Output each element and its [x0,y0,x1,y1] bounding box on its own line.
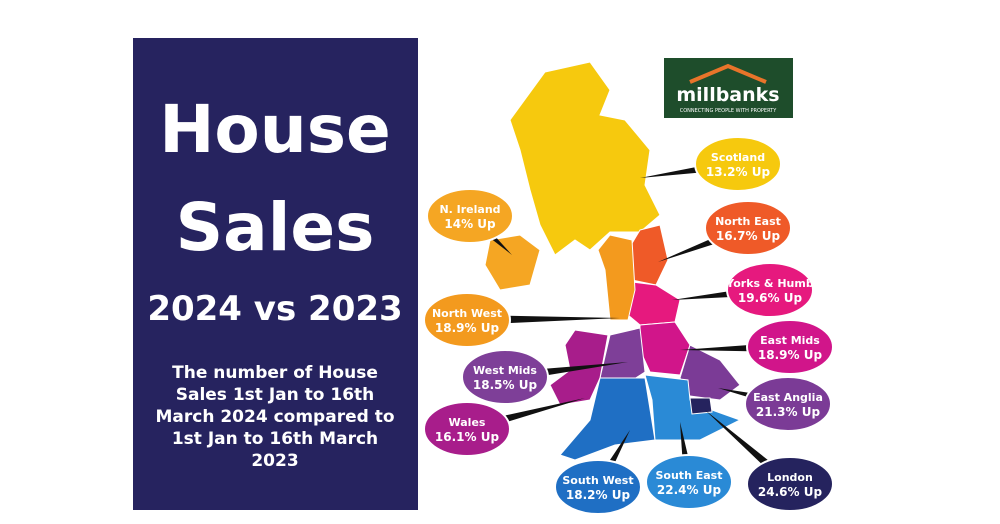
region-shape [627,281,681,326]
region-change: 18.5% Up [473,378,538,392]
region-change: 13.2% Up [706,165,771,179]
title-line: House [159,91,391,168]
region-change: 18.2% Up [566,488,631,502]
description-line: 1st Jan to 16th March [172,429,378,449]
label-bubble [426,188,514,244]
label-bubble [554,459,642,515]
region-shape [689,397,713,415]
description-line: March 2024 compared to [155,407,394,427]
logo-tagline: CONNECTING PEOPLE WITH PROPERTY [680,108,778,114]
label-bubble [423,292,511,348]
label-bubble [694,136,782,192]
region-shape [509,61,661,256]
region-change: 18.9% Up [435,321,500,335]
region-change: 14% Up [444,217,496,231]
region-name: Wales [449,416,486,429]
region-name: South West [562,474,633,487]
region-name: Yorks & Humb [725,277,814,290]
label-bubble [726,262,814,318]
title-panel [133,38,418,510]
region-shape [484,234,541,291]
region-name: North East [715,215,781,228]
description-line: The number of House [172,363,378,383]
logo-roof [689,63,767,84]
region-change: 21.3% Up [756,405,821,419]
region-change: 16.7% Up [716,229,781,243]
label-bubble [744,376,832,432]
region-shape [679,344,741,401]
region-shape [597,234,636,321]
label-bubble [746,456,834,512]
region-shape [559,377,656,461]
region-shape [639,321,691,376]
region-change: 19.6% Up [738,291,803,305]
region-name: North West [432,307,502,320]
region-name: N. Ireland [439,203,500,216]
region-name: South East [656,469,723,482]
region-name: London [767,471,813,484]
subtitle: 2024 vs 2023 [147,289,402,329]
region-name: West Mids [473,364,537,377]
region-name: East Anglia [753,391,823,404]
label-bubble [704,200,792,256]
region-change: 24.6% Up [758,485,823,499]
region-change: 18.9% Up [758,348,823,362]
description-line: 2023 [251,451,298,471]
title-line: Sales [176,189,375,266]
label-bubble [746,319,834,375]
region-change: 16.1% Up [435,430,500,444]
label-bubble [645,454,733,510]
label-bubble [461,349,549,405]
region-change: 22.4% Up [657,483,722,497]
region-name: East Mids [760,334,820,347]
region-name: Scotland [711,151,765,164]
logo-name: millbanks [676,84,779,106]
label-bubble [423,401,511,457]
description-line: Sales 1st Jan to 16th [176,385,375,405]
